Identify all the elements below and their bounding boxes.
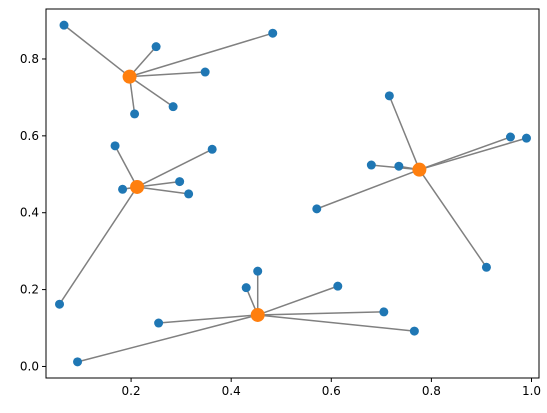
data-point-1-3 (175, 177, 185, 187)
data-point-3-4 (379, 307, 389, 317)
y-tick-label-0: 0.0 (20, 359, 39, 373)
connection-line-3-4 (257, 311, 384, 316)
cluster-centers (122, 69, 427, 322)
x-tick-label-1: 0.4 (222, 384, 241, 398)
x-tick-label-3: 0.8 (422, 384, 441, 398)
connection-line-1-4 (136, 186, 189, 195)
data-point-1-1 (207, 144, 217, 154)
connection-line-3-5 (257, 314, 415, 332)
data-point-0-4 (168, 102, 178, 112)
data-point-3-5 (409, 326, 419, 336)
y-tick-label-3: 0.6 (20, 129, 39, 143)
connection-line-2-5 (316, 168, 420, 210)
data-points (55, 20, 531, 367)
y-tick-label-4: 0.8 (20, 52, 39, 66)
connection-line-0-3 (129, 71, 206, 78)
data-point-2-1 (505, 132, 515, 142)
data-point-2-2 (521, 133, 531, 143)
connection-line-1-0 (114, 145, 138, 188)
cluster-center-1 (130, 179, 145, 194)
connection-line-0-0 (63, 24, 131, 78)
data-point-3-2 (333, 281, 343, 291)
connection-line-3-3 (158, 314, 258, 324)
plot-area-frame (45, 8, 540, 379)
data-point-2-6 (481, 262, 491, 272)
data-point-1-4 (184, 189, 194, 199)
x-tick-label-2: 0.6 (322, 384, 341, 398)
connection-line-1-3 (136, 180, 180, 188)
data-point-3-6 (73, 357, 83, 367)
data-point-3-3 (154, 318, 164, 328)
data-point-1-0 (110, 141, 120, 151)
connection-line-1-5 (58, 186, 138, 305)
y-tick-label-1: 0.2 (20, 283, 39, 297)
data-point-0-5 (130, 109, 140, 119)
connection-line-2-1 (419, 136, 511, 171)
connection-line-2-6 (418, 169, 488, 268)
connection-line-3-6 (77, 314, 258, 363)
connection-line-0-4 (129, 76, 174, 108)
data-point-2-4 (394, 161, 404, 171)
connection-line-2-0 (388, 95, 421, 170)
connection-line-3-2 (257, 285, 339, 316)
axis-ticks: 0.2 0.4 0.6 0.8 1.0 0.0 0.2 0.4 0.6 0.8 (20, 52, 541, 398)
data-point-0-0 (59, 20, 69, 30)
y-tick-label-2: 0.4 (20, 206, 39, 220)
data-point-1-2 (118, 184, 128, 194)
data-point-0-3 (200, 67, 210, 77)
connection-line-0-2 (129, 32, 273, 78)
data-point-2-5 (312, 204, 322, 214)
cluster-center-2 (412, 162, 427, 177)
cluster-center-3 (250, 307, 265, 322)
x-tick-label-4: 1.0 (522, 384, 541, 398)
data-point-0-1 (151, 42, 161, 52)
data-point-1-5 (55, 299, 65, 309)
data-point-2-0 (384, 91, 394, 101)
data-point-3-1 (241, 283, 251, 293)
connection-line-1-1 (136, 148, 213, 188)
data-point-0-2 (268, 28, 278, 38)
cluster-center-0 (122, 69, 137, 84)
data-point-2-3 (366, 160, 376, 170)
connection-line-2-2 (419, 137, 527, 171)
data-point-3-0 (253, 266, 263, 276)
x-tick-label-0: 0.2 (122, 384, 141, 398)
